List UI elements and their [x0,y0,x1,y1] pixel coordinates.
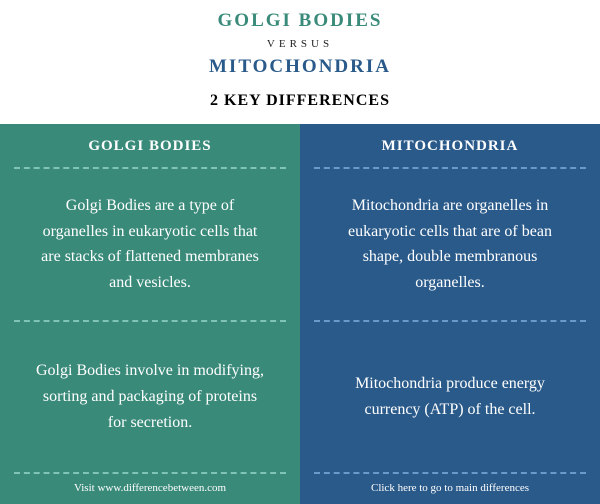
cell-golgi-function: Golgi Bodies involve in modifying, sorti… [14,322,286,475]
versus-label: VERSUS [0,38,600,50]
title-golgi: GOLGI BODIES [0,10,600,32]
cell-mito-definition: Mitochondria are organelles in eukaryoti… [314,169,586,322]
title-mitochondria: MITOCHONDRIA [0,56,600,78]
cell-golgi-definition: Golgi Bodies are a type of organelles in… [14,169,286,322]
column-header-mitochondria: MITOCHONDRIA [314,124,586,169]
cell-mito-function: Mitochondria produce energy currency (AT… [314,322,586,475]
footer-right[interactable]: Click here to go to main differences [300,474,600,504]
footer-left: Visit www.differencebetween.com [0,474,300,504]
subtitle-key-differences: 2 KEY DIFFERENCES [0,92,600,110]
column-mitochondria: MITOCHONDRIA Mitochondria are organelles… [300,124,600,504]
comparison-columns: GOLGI BODIES Golgi Bodies are a type of … [0,124,600,504]
column-golgi: GOLGI BODIES Golgi Bodies are a type of … [0,124,300,504]
header-block: GOLGI BODIES VERSUS MITOCHONDRIA 2 KEY D… [0,0,600,124]
column-header-golgi: GOLGI BODIES [14,124,286,169]
